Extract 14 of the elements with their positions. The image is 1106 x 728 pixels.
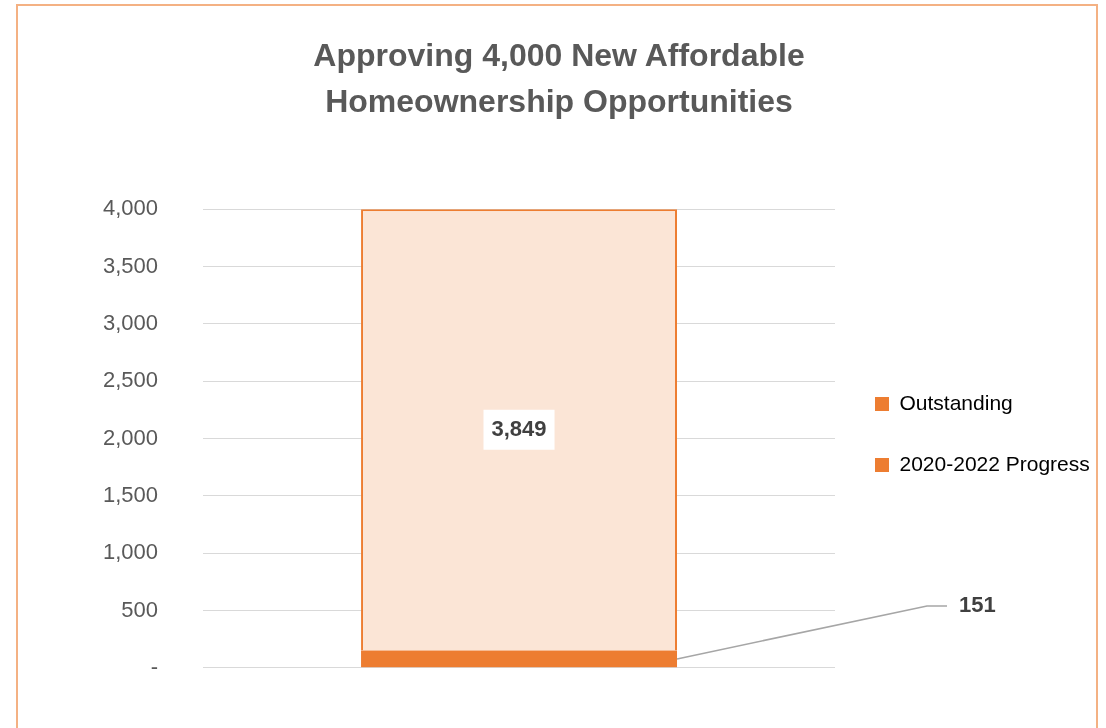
y-tick-label: 2,500 xyxy=(102,367,159,393)
chart-title: Approving 4,000 New Affordable Homeownership Opportunities xyxy=(312,36,806,121)
y-tick-label: 500 xyxy=(121,596,159,622)
y-tick-label: 1,000 xyxy=(102,539,159,565)
y-tick-label: 2,000 xyxy=(102,424,159,450)
y-tick-label: 3,000 xyxy=(102,309,159,335)
data-label: 3,849 xyxy=(491,415,547,441)
y-tick-label: 1,500 xyxy=(102,481,159,507)
y-tick-label: 4,000 xyxy=(102,195,159,221)
y-tick-label: 3,500 xyxy=(102,252,159,278)
data-label: 151 xyxy=(959,591,996,617)
legend-label: Outstanding xyxy=(899,390,1034,414)
y-tick-label: - xyxy=(150,653,159,679)
legend-label: 2020-2022 Progress xyxy=(899,451,1106,475)
